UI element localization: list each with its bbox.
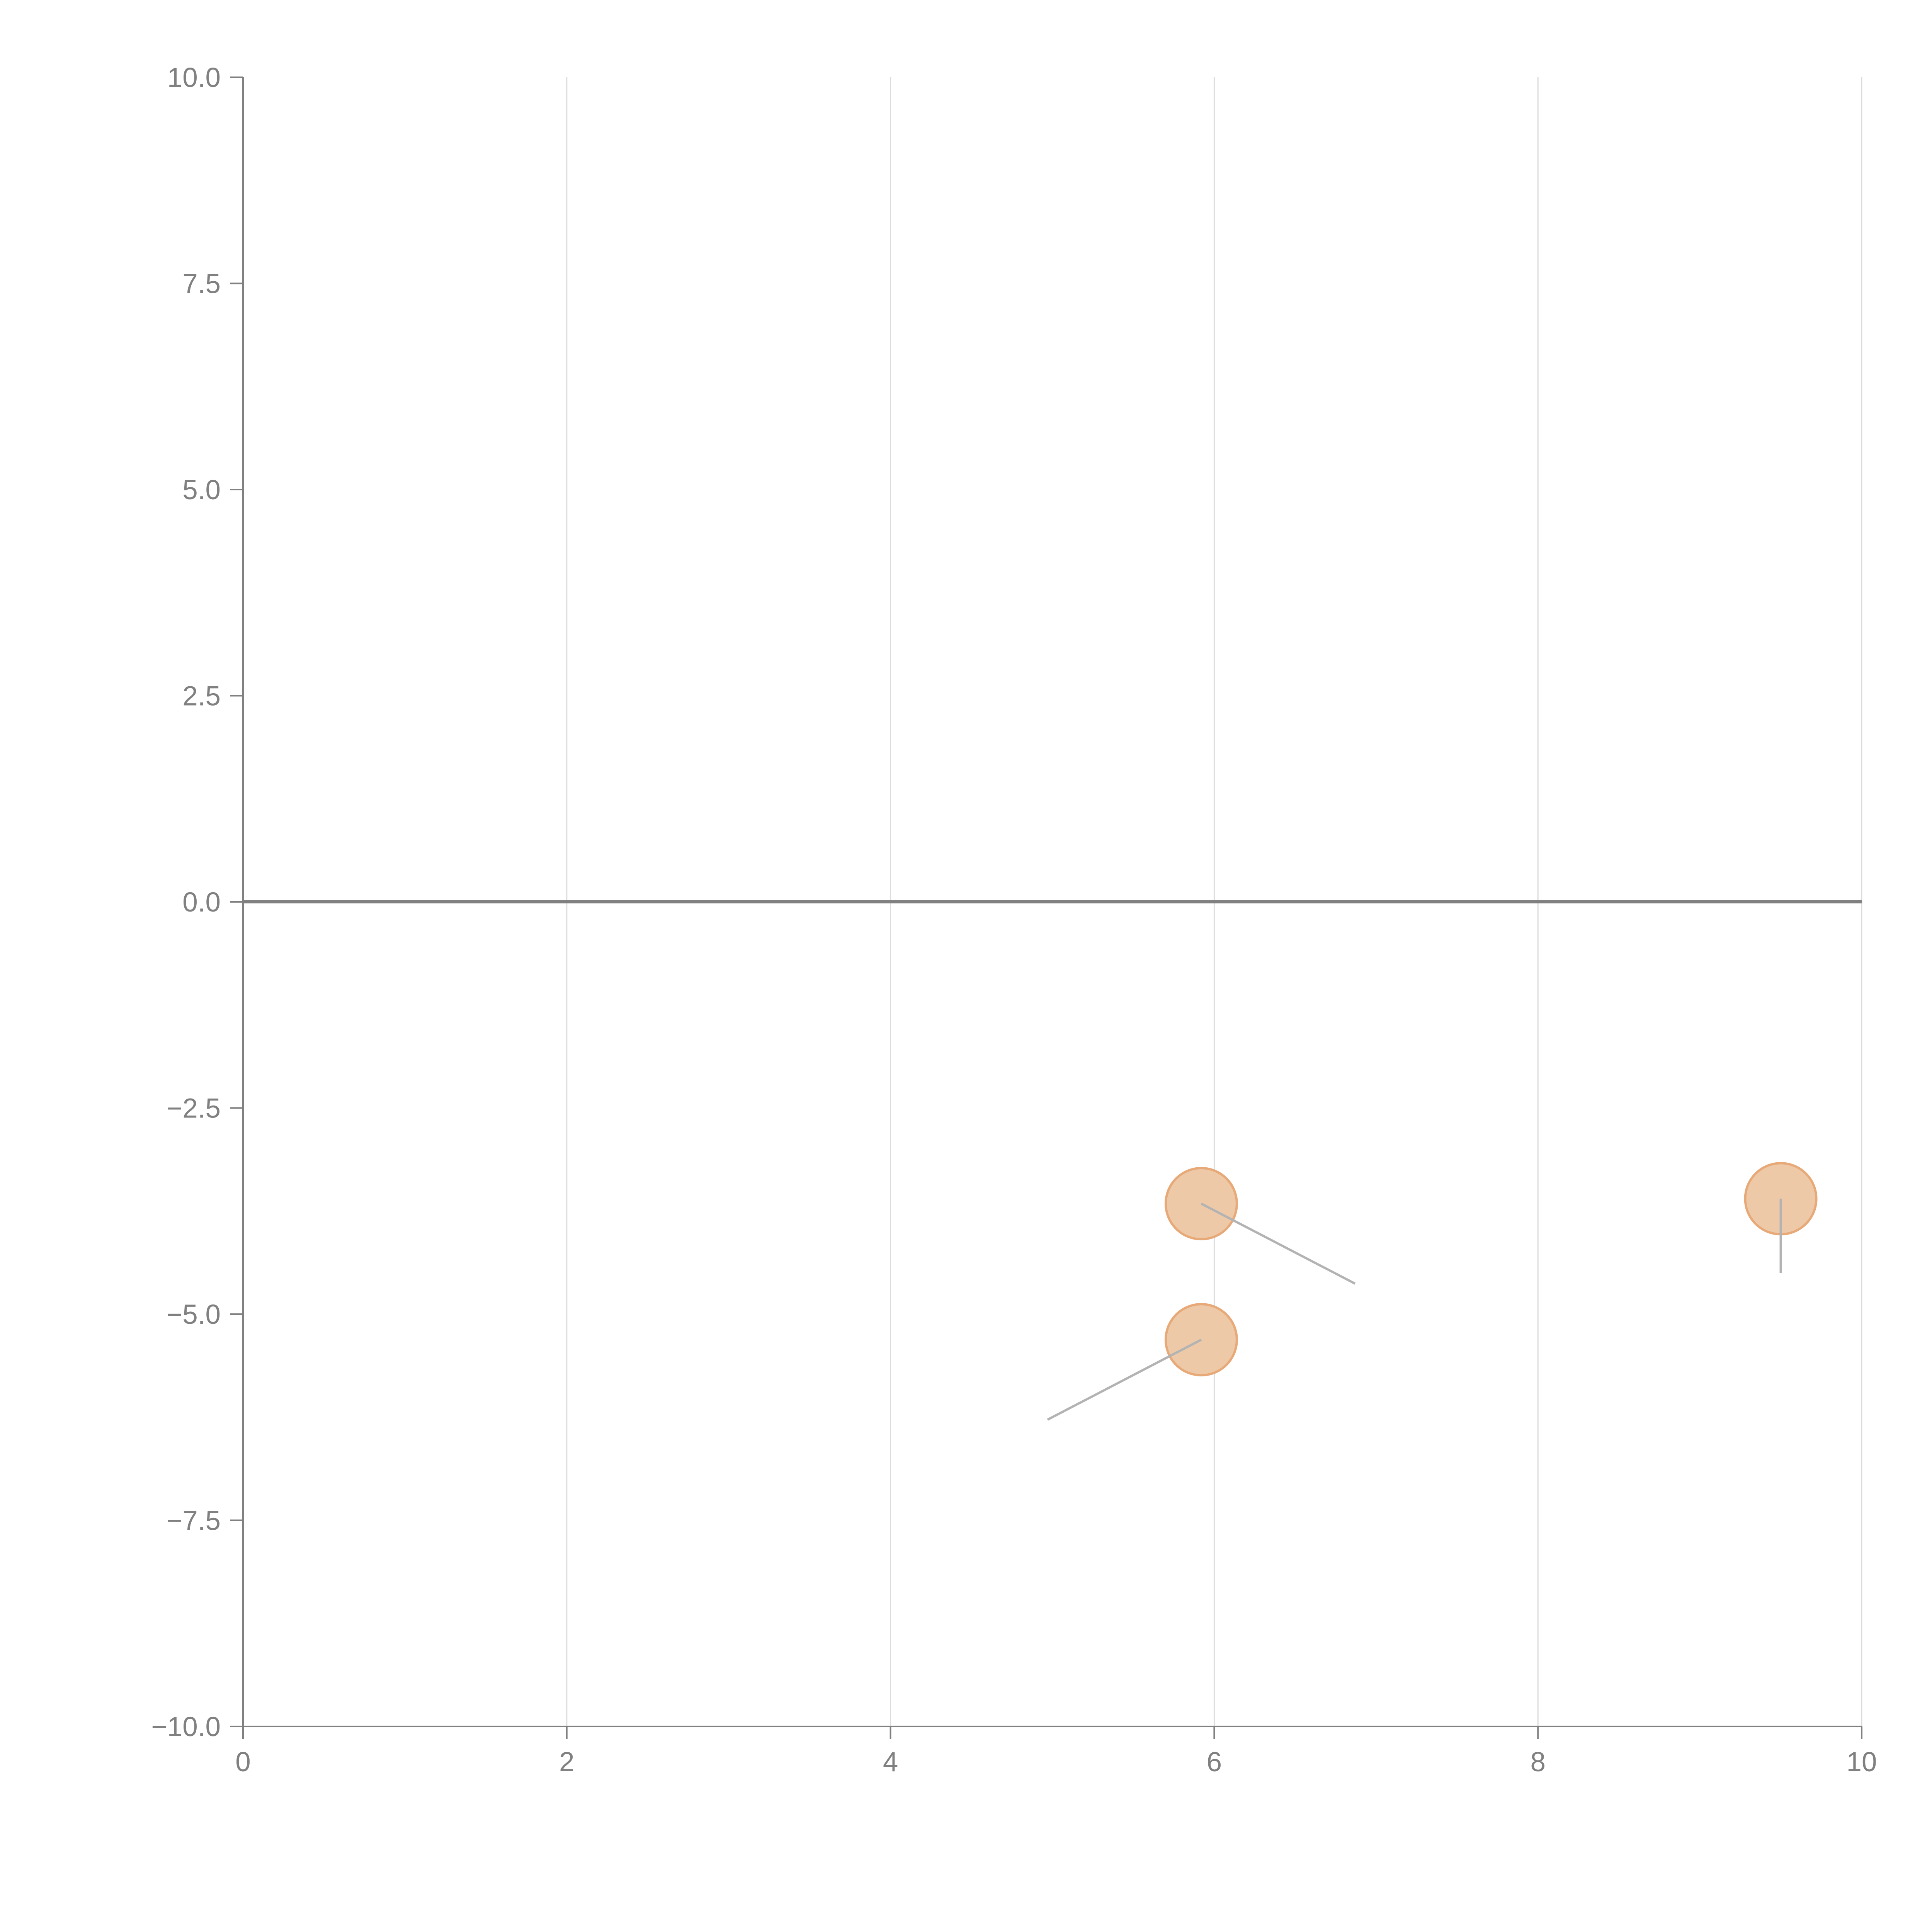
marks-layer xyxy=(1047,1162,1818,1421)
x-tick-label: 0 xyxy=(235,1747,251,1777)
y-tick-label: 7.5 xyxy=(182,269,221,299)
x-tick-label: 6 xyxy=(1207,1747,1222,1777)
x-tick-label: 2 xyxy=(559,1747,575,1777)
y-tick-label: −7.5 xyxy=(167,1506,221,1536)
x-tick-label: 4 xyxy=(883,1747,898,1777)
x-tick-label: 10 xyxy=(1847,1747,1877,1777)
y-tick-label: 10.0 xyxy=(167,63,221,93)
y-tick-label: 5.0 xyxy=(182,475,221,505)
y-tick-label: −5.0 xyxy=(167,1299,221,1330)
x-tick-label: 8 xyxy=(1530,1747,1546,1777)
velocity-vector xyxy=(1201,1202,1356,1285)
labels-layer: 10.0 7.5 5.0 2.5 0.0 −2.5 −5.0 −7.5 −10.0 0 2 4 6 8 10 xyxy=(151,63,1877,1777)
y-tick-label: 0.0 xyxy=(182,887,221,918)
y-tick-label: −2.5 xyxy=(167,1094,221,1124)
y-tick-label: 2.5 xyxy=(182,681,221,712)
axes-layer xyxy=(230,77,1862,1739)
velocity-vector xyxy=(1047,1338,1202,1421)
y-tick-label: −10.0 xyxy=(151,1712,221,1742)
